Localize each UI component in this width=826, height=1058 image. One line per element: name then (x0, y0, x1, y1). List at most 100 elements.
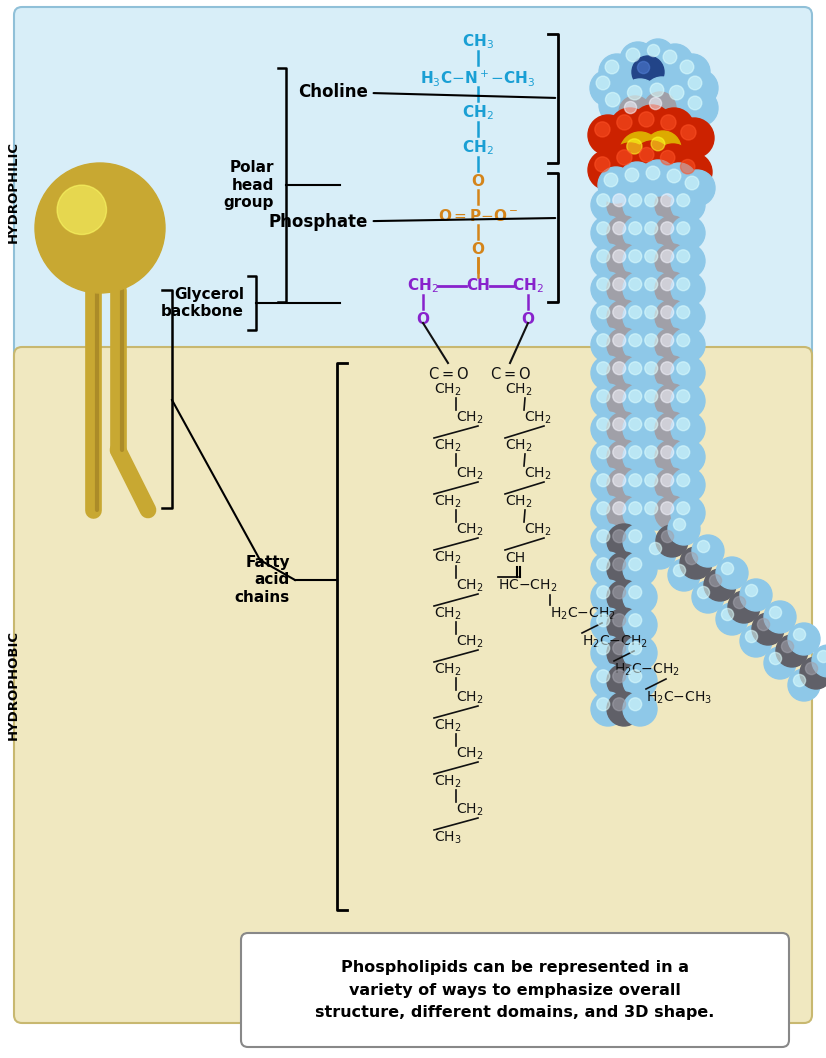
Circle shape (596, 333, 610, 347)
Circle shape (591, 524, 625, 558)
Circle shape (607, 524, 641, 558)
Circle shape (764, 647, 796, 679)
Circle shape (596, 614, 610, 626)
Circle shape (623, 552, 657, 586)
Circle shape (613, 389, 626, 403)
FancyBboxPatch shape (241, 933, 789, 1047)
Circle shape (676, 194, 690, 206)
Circle shape (629, 445, 642, 459)
Circle shape (613, 530, 626, 543)
Circle shape (676, 306, 690, 318)
Text: O: O (521, 311, 534, 327)
Circle shape (661, 115, 676, 130)
Circle shape (619, 96, 651, 128)
Circle shape (639, 355, 673, 390)
Circle shape (671, 328, 705, 362)
Circle shape (794, 628, 805, 640)
Circle shape (623, 328, 657, 362)
Circle shape (591, 636, 625, 670)
Circle shape (596, 586, 610, 599)
Circle shape (629, 474, 642, 487)
Circle shape (661, 163, 697, 199)
Text: H$_2$C$-$CH$_2$: H$_2$C$-$CH$_2$ (614, 662, 680, 678)
Circle shape (728, 591, 760, 623)
Circle shape (674, 54, 710, 90)
Circle shape (757, 619, 770, 631)
Text: CH$_2$: CH$_2$ (505, 438, 533, 454)
Circle shape (716, 603, 748, 635)
Text: CH$_2$: CH$_2$ (462, 139, 494, 158)
Circle shape (607, 580, 641, 614)
Circle shape (623, 664, 657, 698)
Circle shape (596, 194, 610, 206)
Circle shape (613, 278, 626, 291)
Text: CH$_2$: CH$_2$ (434, 494, 462, 510)
Circle shape (596, 362, 610, 375)
Text: CH$_2$: CH$_2$ (524, 409, 552, 426)
Circle shape (661, 418, 674, 431)
Text: CH$_2$: CH$_2$ (456, 634, 483, 651)
Circle shape (682, 90, 718, 126)
Circle shape (591, 355, 625, 390)
Text: O: O (472, 241, 485, 256)
Circle shape (624, 102, 637, 113)
Circle shape (671, 412, 705, 446)
Circle shape (629, 698, 642, 711)
Circle shape (613, 250, 626, 262)
Circle shape (770, 606, 781, 619)
Circle shape (671, 496, 705, 530)
Circle shape (676, 278, 690, 291)
Circle shape (642, 39, 674, 71)
Text: O: O (472, 174, 485, 188)
Circle shape (697, 541, 710, 552)
Circle shape (661, 150, 675, 165)
Circle shape (645, 131, 681, 167)
Circle shape (671, 384, 705, 418)
Text: CH$_2$: CH$_2$ (434, 606, 462, 622)
Circle shape (596, 222, 610, 235)
Circle shape (663, 79, 701, 117)
Circle shape (668, 559, 700, 591)
Circle shape (613, 194, 626, 206)
Circle shape (692, 535, 724, 567)
Text: CH$_2$: CH$_2$ (456, 802, 483, 818)
Text: CH$_2$: CH$_2$ (456, 746, 483, 762)
Circle shape (629, 250, 642, 262)
Circle shape (591, 328, 625, 362)
Circle shape (629, 558, 642, 570)
Circle shape (591, 692, 625, 726)
Circle shape (595, 157, 610, 172)
Circle shape (619, 162, 655, 198)
Circle shape (591, 552, 625, 586)
Circle shape (676, 501, 690, 514)
Circle shape (623, 384, 657, 418)
Circle shape (629, 530, 642, 543)
Circle shape (613, 306, 626, 318)
Circle shape (623, 608, 657, 642)
Circle shape (673, 518, 686, 531)
Text: H$_2$C$-$CH$_2$: H$_2$C$-$CH$_2$ (582, 634, 648, 651)
Circle shape (591, 608, 625, 642)
Circle shape (654, 108, 694, 148)
Circle shape (776, 635, 808, 667)
Circle shape (595, 122, 610, 136)
Circle shape (623, 216, 657, 250)
Text: CH$_2$: CH$_2$ (407, 276, 439, 295)
Circle shape (655, 188, 689, 222)
Circle shape (645, 306, 657, 318)
Text: CH: CH (505, 551, 525, 565)
Circle shape (613, 586, 626, 599)
Circle shape (596, 670, 610, 682)
Text: CH$_2$: CH$_2$ (456, 466, 483, 482)
Circle shape (623, 412, 657, 446)
Circle shape (649, 543, 662, 554)
Text: CH$_2$: CH$_2$ (505, 382, 533, 398)
Text: Choline: Choline (298, 83, 555, 101)
Circle shape (629, 614, 642, 626)
Circle shape (671, 244, 705, 278)
Text: CH$_3$: CH$_3$ (462, 33, 494, 52)
Circle shape (613, 670, 626, 682)
Circle shape (623, 440, 657, 474)
Circle shape (655, 272, 689, 306)
Circle shape (623, 300, 657, 334)
